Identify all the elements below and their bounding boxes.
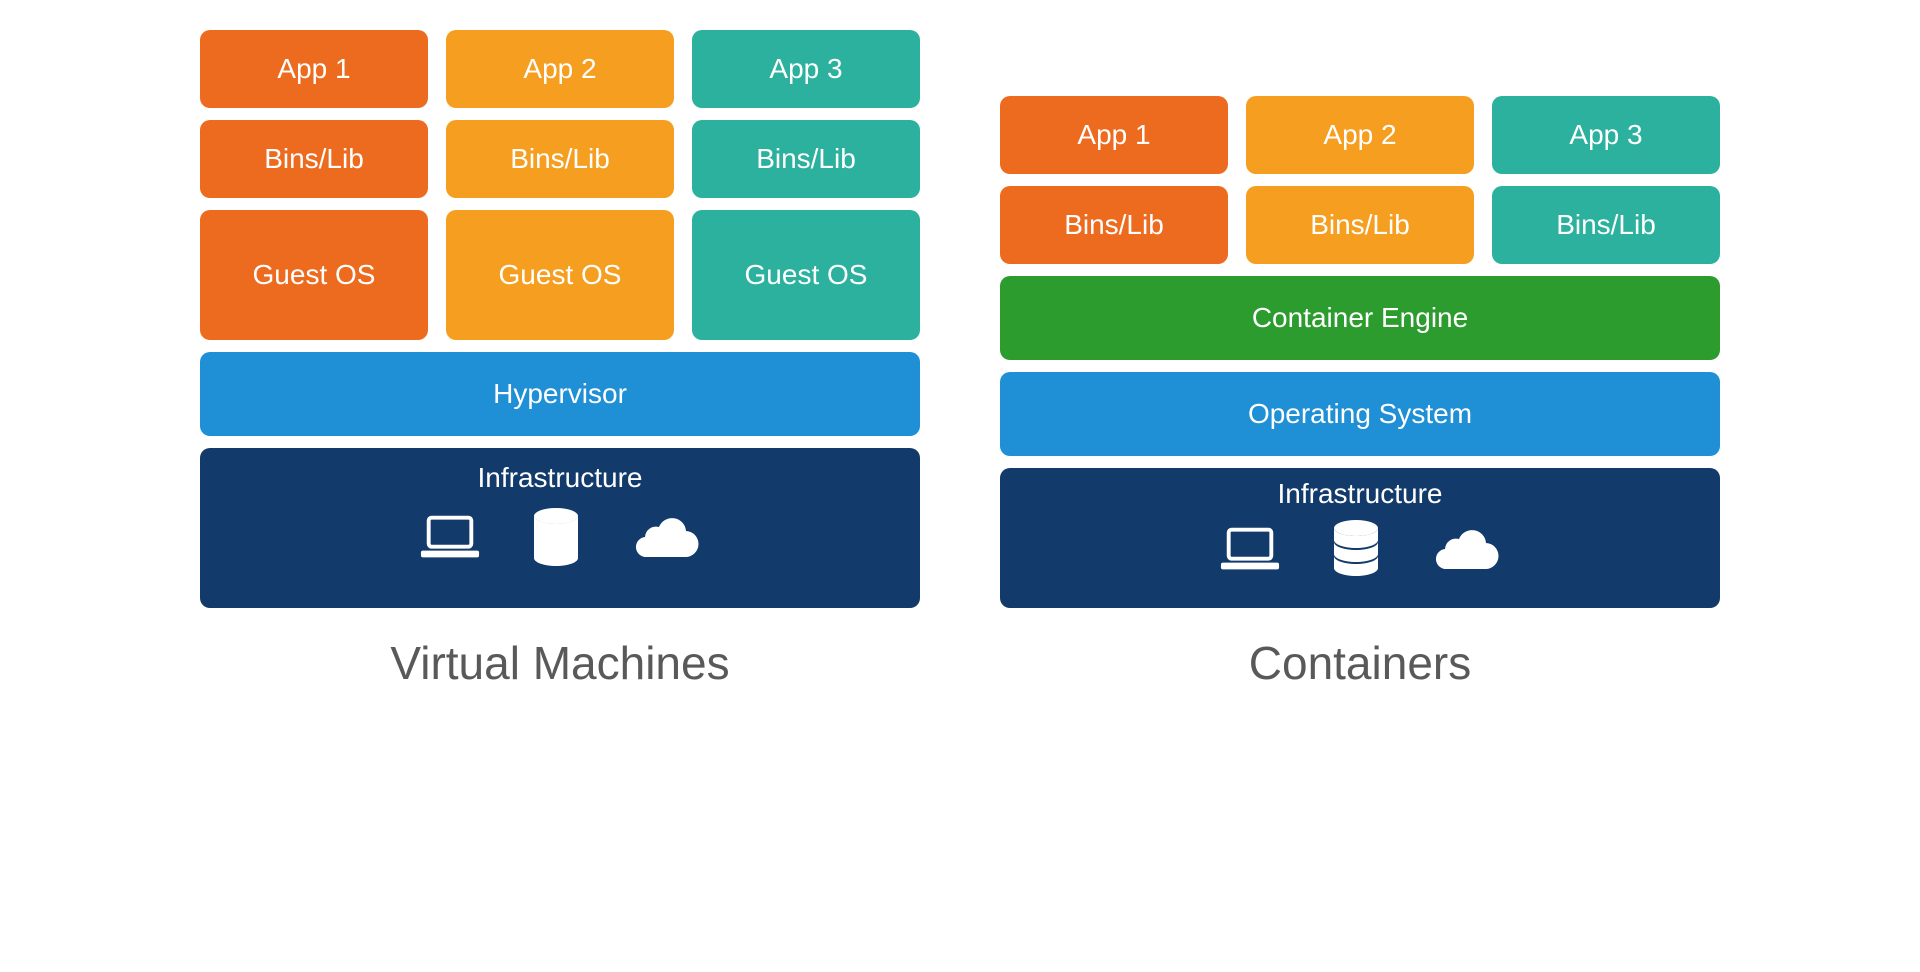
vm-infrastructure: Infrastructure — [200, 448, 920, 608]
vm-bins-2: Bins/Lib — [446, 120, 674, 198]
ct-infra-icons — [1219, 520, 1501, 578]
ct-bins-1: Bins/Lib — [1000, 186, 1228, 264]
vm-guestos-3: Guest OS — [692, 210, 920, 340]
ct-infrastructure: Infrastructure — [1000, 468, 1720, 608]
laptop-icon — [1219, 525, 1281, 573]
ct-app-1: App 1 — [1000, 96, 1228, 174]
vm-apps-row: App 1 App 2 App 3 — [200, 30, 920, 108]
vm-title: Virtual Machines — [200, 636, 920, 690]
vm-bins-3: Bins/Lib — [692, 120, 920, 198]
ct-app-3: App 3 — [1492, 96, 1720, 174]
vm-app-2: App 2 — [446, 30, 674, 108]
ct-bins-3: Bins/Lib — [1492, 186, 1720, 264]
cloud-icon — [1431, 527, 1501, 571]
ct-bins-row: Bins/Lib Bins/Lib Bins/Lib — [1000, 186, 1720, 264]
vm-stack: App 1 App 2 App 3 Bins/Lib Bins/Lib Bins… — [200, 30, 920, 608]
containers-title: Containers — [1000, 636, 1720, 690]
containers-column: App 1 App 2 App 3 Bins/Lib Bins/Lib Bins… — [1000, 96, 1720, 690]
vm-guestos-row: Guest OS Guest OS Guest OS — [200, 210, 920, 340]
database-icon — [531, 508, 581, 566]
vm-infra-icons — [419, 508, 701, 566]
vm-bins-row: Bins/Lib Bins/Lib Bins/Lib — [200, 120, 920, 198]
vm-bins-1: Bins/Lib — [200, 120, 428, 198]
cloud-icon — [631, 515, 701, 559]
vm-guestos-1: Guest OS — [200, 210, 428, 340]
ct-os: Operating System — [1000, 372, 1720, 456]
vm-app-3: App 3 — [692, 30, 920, 108]
vm-infrastructure-label: Infrastructure — [478, 462, 643, 494]
vm-hypervisor: Hypervisor — [200, 352, 920, 436]
database-icon — [1331, 520, 1381, 578]
vm-column: App 1 App 2 App 3 Bins/Lib Bins/Lib Bins… — [200, 30, 920, 690]
containers-stack: App 1 App 2 App 3 Bins/Lib Bins/Lib Bins… — [1000, 96, 1720, 608]
ct-infrastructure-label: Infrastructure — [1278, 478, 1443, 510]
diagram-container: App 1 App 2 App 3 Bins/Lib Bins/Lib Bins… — [30, 30, 1890, 690]
laptop-icon — [419, 513, 481, 561]
vm-guestos-2: Guest OS — [446, 210, 674, 340]
ct-engine: Container Engine — [1000, 276, 1720, 360]
ct-apps-row: App 1 App 2 App 3 — [1000, 96, 1720, 174]
ct-app-2: App 2 — [1246, 96, 1474, 174]
vm-app-1: App 1 — [200, 30, 428, 108]
ct-bins-2: Bins/Lib — [1246, 186, 1474, 264]
